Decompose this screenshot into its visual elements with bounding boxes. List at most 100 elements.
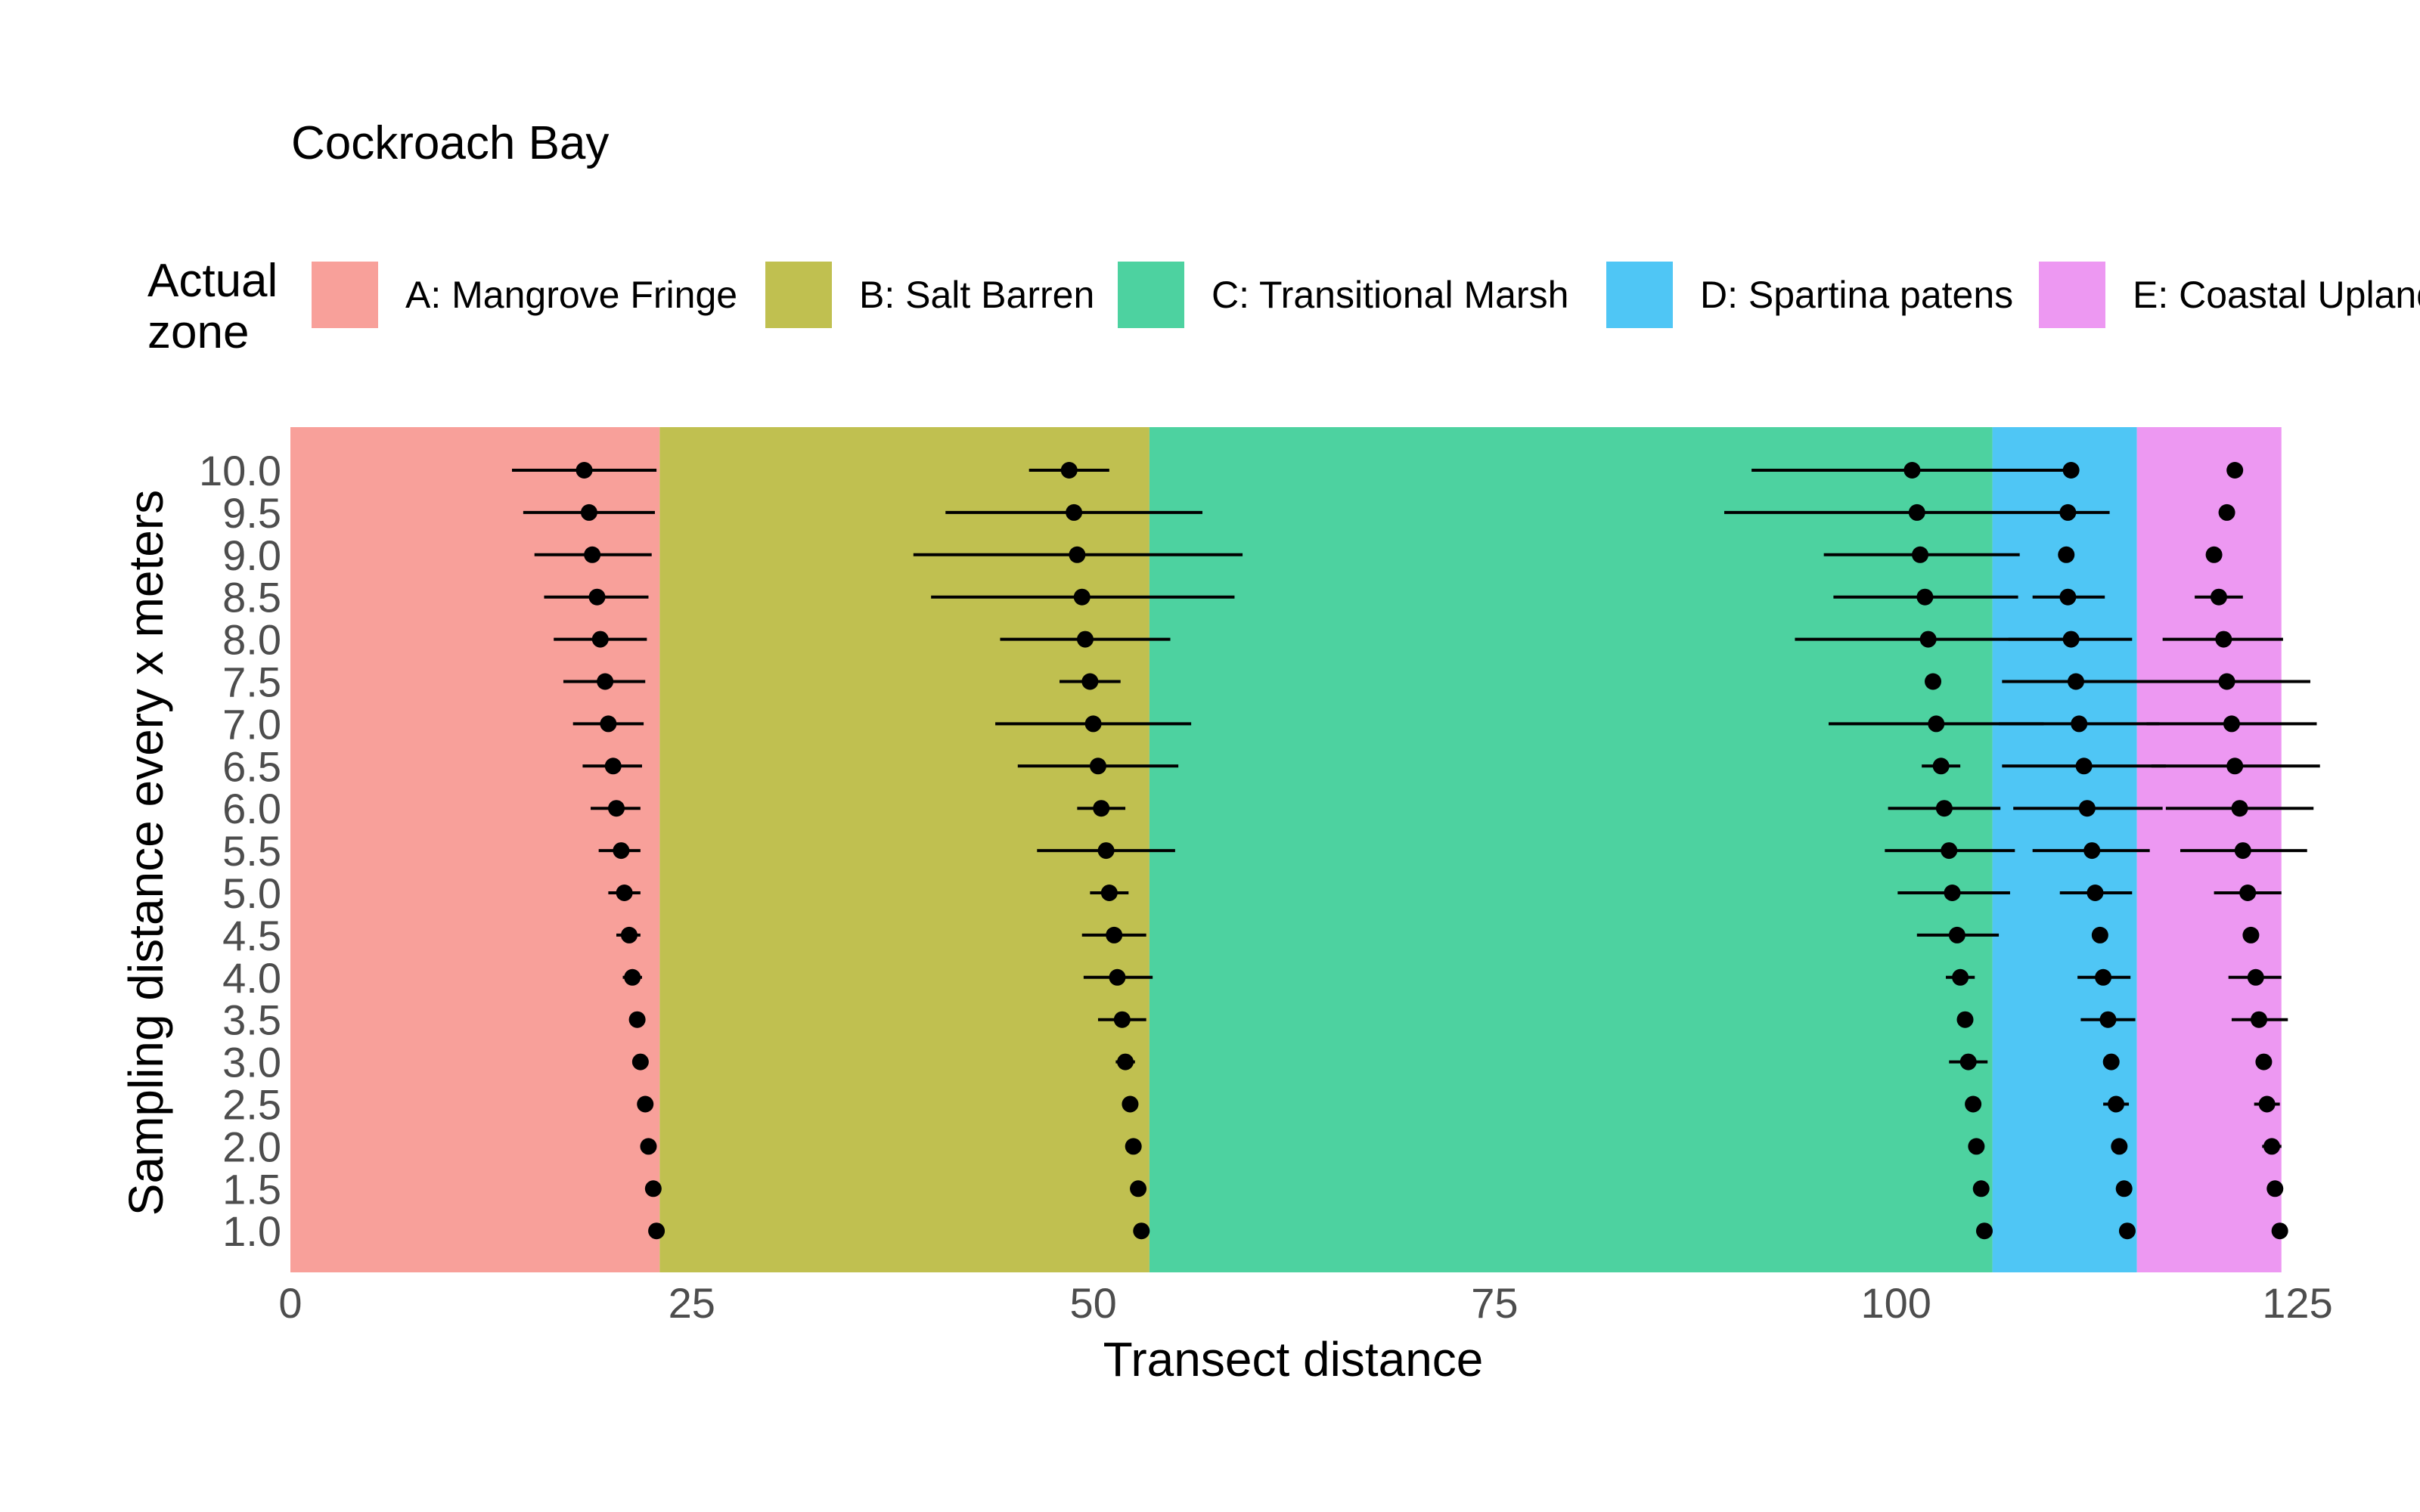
legend-swatch-b: [765, 262, 832, 328]
data-point: [2091, 926, 2108, 943]
data-point: [2118, 1222, 2136, 1240]
data-point: [2271, 1222, 2288, 1240]
data-point: [1097, 842, 1115, 860]
data-point: [580, 503, 597, 521]
data-point: [2223, 715, 2240, 733]
data-point: [2234, 842, 2251, 860]
data-point: [2062, 462, 2080, 479]
data-point: [2226, 758, 2244, 775]
data-point: [2059, 588, 2077, 606]
data-point: [1106, 926, 1123, 943]
x-tick-label: 100: [1860, 1279, 1931, 1327]
data-point: [2067, 673, 2084, 690]
y-tick-label: 3.0: [222, 1039, 281, 1086]
data-point: [2062, 631, 2080, 648]
legend-label-a: A: Mangrove Fringe: [405, 274, 737, 316]
data-point: [1066, 503, 1083, 521]
data-point: [613, 842, 630, 860]
data-point: [1133, 1222, 1150, 1240]
y-tick-label: 1.0: [222, 1207, 281, 1255]
legend-swatch-c: [1118, 262, 1184, 328]
data-point: [1968, 1138, 1985, 1155]
y-axis-label: Sampling distance every x meters: [119, 490, 173, 1216]
data-point: [1069, 546, 1086, 563]
series-D-E: [1999, 462, 2166, 1240]
y-tick-label: 5.5: [222, 827, 281, 875]
data-point: [608, 800, 625, 817]
y-tick-label: 7.0: [222, 700, 281, 748]
y-tick-label: 7.5: [222, 658, 281, 706]
y-tick-label: 3.5: [222, 996, 281, 1044]
data-point: [2086, 885, 2104, 901]
y-tick-label: 5.0: [222, 869, 281, 917]
data-point: [1952, 968, 1969, 986]
data-point: [1965, 1095, 1982, 1113]
data-point: [1130, 1180, 1147, 1198]
legend-swatch-e: [2039, 262, 2105, 328]
y-tick-label: 4.0: [222, 954, 281, 1002]
x-tick-label: 0: [278, 1279, 302, 1327]
data-point: [1919, 631, 1937, 648]
data-point: [2083, 842, 2101, 860]
data-point: [1935, 800, 1953, 817]
data-point: [591, 631, 609, 648]
data-point: [2210, 588, 2227, 606]
data-point: [1908, 503, 1925, 521]
legend-label-e: E: Coastal Upland: [2133, 274, 2420, 316]
data-point: [1975, 1222, 1993, 1240]
x-tick-label: 50: [1069, 1279, 1116, 1327]
y-tick-label: 8.0: [222, 616, 281, 664]
data-point: [1122, 1095, 1139, 1113]
data-point: [1944, 885, 1961, 901]
data-point: [640, 1138, 657, 1155]
data-point: [576, 462, 593, 479]
x-axis-ticks: 0 25 50 75 100 125: [278, 1279, 2332, 1327]
data-point: [1093, 800, 1110, 817]
data-point: [2231, 800, 2248, 817]
data-point: [1060, 462, 1078, 479]
y-tick-label: 10.0: [199, 447, 281, 494]
legend-label-c: C: Transitional Marsh: [1212, 274, 1568, 316]
data-point: [637, 1095, 654, 1113]
data-point: [584, 546, 601, 563]
data-point: [588, 588, 606, 606]
data-point: [1972, 1180, 1990, 1198]
data-point: [2099, 1011, 2117, 1028]
x-axis-label: Transect distance: [1103, 1332, 1484, 1387]
data-point: [1125, 1138, 1142, 1155]
data-point: [648, 1222, 666, 1240]
y-tick-label: 2.0: [222, 1123, 281, 1170]
y-tick-label: 6.5: [222, 742, 281, 790]
data-point: [2251, 1011, 2268, 1028]
data-point: [2071, 715, 2088, 733]
x-tick-label: 75: [1471, 1279, 1518, 1327]
y-tick-label: 6.0: [222, 785, 281, 832]
series-B-C: [913, 462, 1243, 1240]
legend-label-d: D: Spartina patens: [1700, 274, 2013, 316]
data-point: [1100, 885, 1118, 901]
data-point: [1073, 588, 1091, 606]
data-point: [1081, 673, 1099, 690]
data-point: [2226, 462, 2244, 479]
data-point: [2058, 546, 2075, 563]
x-tick-label: 125: [2262, 1279, 2332, 1327]
data-point: [624, 968, 641, 986]
series-A-B: [512, 462, 666, 1240]
y-tick-label: 2.5: [222, 1081, 281, 1129]
chart-title: Cockroach Bay: [291, 117, 609, 169]
data-point: [1113, 1011, 1131, 1028]
data-point: [644, 1180, 662, 1198]
y-axis-ticks: 1.01.52.02.53.03.54.04.55.05.56.06.57.07…: [199, 447, 281, 1255]
data-point: [2205, 546, 2223, 563]
legend: Actual zone A: Mangrove Fringe B: Salt Ba…: [147, 255, 2420, 358]
data-point: [2242, 926, 2260, 943]
data-point: [631, 1053, 649, 1070]
legend-swatch-d: [1606, 262, 1673, 328]
data-point: [604, 758, 622, 775]
y-tick-label: 1.5: [222, 1165, 281, 1213]
data-point: [620, 926, 638, 943]
data-point: [2108, 1095, 2125, 1113]
y-tick-label: 9.5: [222, 489, 281, 537]
data-point: [2266, 1180, 2284, 1198]
